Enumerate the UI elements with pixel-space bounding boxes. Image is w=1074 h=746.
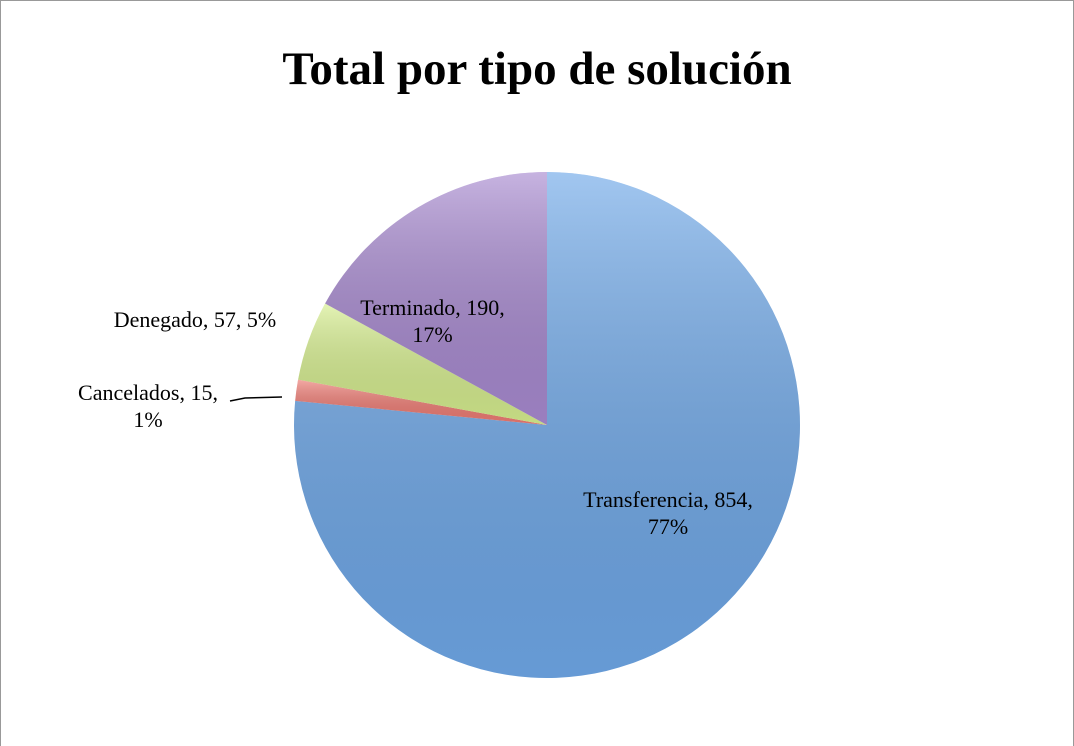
data-label: Denegado, 57, 5% (113, 307, 277, 332)
data-label: Terminado, 190, 17% (360, 295, 505, 347)
chart-title: Total por tipo de solución (282, 43, 792, 95)
leader-line (229, 396, 283, 402)
slice-shade (295, 379, 547, 425)
slices (293, 172, 801, 678)
slice-shade (298, 303, 547, 425)
slice-shade (325, 172, 547, 425)
data-label: Transferencia, 854, 77% (583, 487, 753, 539)
data-label: Cancelados, 15, 1% (78, 380, 218, 432)
